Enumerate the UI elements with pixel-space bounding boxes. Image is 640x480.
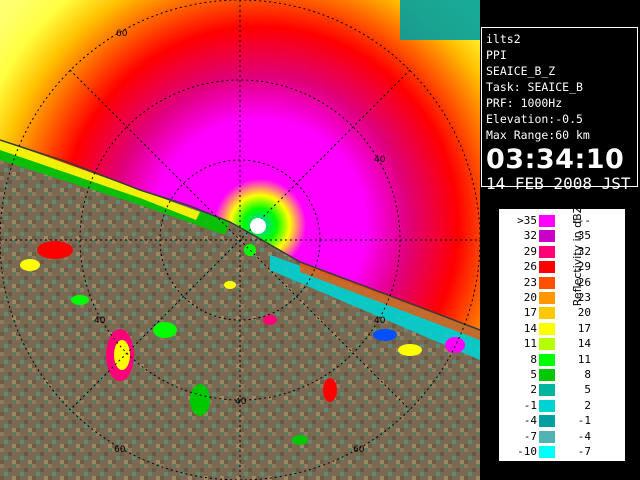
weak-echo-corner	[400, 0, 480, 40]
legend-low-value: 5	[530, 368, 537, 381]
legend-low-value: -7	[523, 429, 537, 443]
legend-high-value: 26	[577, 275, 591, 289]
legend-swatch	[539, 446, 555, 458]
legend-low-value: -10	[517, 445, 537, 458]
legend-row: 8 11	[499, 353, 625, 367]
legend-high-value: 11	[577, 352, 591, 366]
legend-low-value: 26	[523, 260, 537, 274]
legend-high-value: 8	[584, 368, 591, 381]
info-panel: ilts2 PPI SEAICE_B_Z Task: SEAICE_B PRF:…	[481, 27, 638, 193]
range-label: 60	[353, 445, 365, 455]
info-prf: PRF: 1000Hz	[486, 96, 563, 110]
legend-row: 29 32	[499, 245, 625, 259]
legend-high-value: ---	[571, 214, 591, 227]
legend-high-value: 35	[577, 229, 591, 243]
legend-low-value: 20	[523, 291, 537, 304]
legend-swatch	[539, 415, 555, 428]
legend-low-value: 23	[523, 275, 537, 289]
legend-swatch	[539, 230, 555, 243]
legend-row: -1 2	[499, 399, 625, 413]
legend-row: 17 20	[499, 306, 625, 320]
legend-low-value: 14	[523, 321, 537, 335]
legend-high-value: -7	[577, 445, 591, 458]
radar-site	[250, 218, 266, 234]
legend-high-value: -1	[577, 414, 591, 428]
legend-low-value: 29	[523, 244, 537, 258]
info-field: SEAICE_B_Z	[486, 64, 556, 78]
info-elevation: Elevation:-0.5	[486, 112, 583, 126]
legend-swatch	[539, 245, 555, 258]
scan-date: 14 FEB 2008 JST	[486, 174, 631, 193]
legend-swatch	[539, 384, 555, 397]
legend-swatch	[539, 399, 555, 412]
legend-low-value: 8	[530, 352, 537, 366]
legend-row: 14 17	[499, 322, 625, 336]
legend-low-value: -4	[523, 414, 537, 428]
legend-row: -10 -7	[499, 445, 625, 459]
scan-time: 03:34:10	[486, 144, 625, 175]
legend-row: 20 23	[499, 291, 625, 305]
info-max-range: Max Range:60 km	[486, 128, 590, 142]
legend-high-value: -4	[577, 429, 591, 443]
legend-swatch	[539, 261, 555, 274]
legend-swatch	[539, 307, 555, 320]
legend-high-value: 17	[577, 321, 591, 335]
legend-row: >35 ---	[499, 214, 625, 228]
legend-swatch	[539, 276, 555, 289]
legend-title: Reflectivity in dBZ	[571, 205, 584, 307]
legend-low-value: -1	[523, 398, 537, 412]
color-legend: >35 --- 32 35 29 32 26 29 23 26 20 23 17 20 14 17 11 14 8 1…	[498, 206, 626, 462]
legend-high-value: 32	[577, 244, 591, 258]
range-label: 40	[94, 316, 106, 326]
legend-swatch	[539, 215, 555, 227]
legend-high-value: 29	[577, 260, 591, 274]
legend-row: -7 -4	[499, 430, 625, 444]
legend-row: 23 26	[499, 276, 625, 290]
legend-row: 32 35	[499, 229, 625, 243]
legend-swatch	[539, 430, 555, 443]
coastal-echo-band	[0, 140, 480, 360]
legend-high-value: 14	[577, 337, 591, 351]
legend-row: -4 -1	[499, 414, 625, 428]
legend-low-value: 2	[530, 383, 537, 397]
legend-swatch	[539, 338, 555, 351]
range-label: 60	[116, 29, 128, 39]
info-site: ilts2	[486, 32, 521, 46]
range-label: 40	[374, 316, 386, 326]
legend-swatch	[539, 353, 555, 366]
legend-low-value: 17	[523, 306, 537, 320]
land-echo-cells	[20, 241, 465, 445]
legend-swatch	[539, 322, 555, 335]
legend-row: 26 29	[499, 260, 625, 274]
legend-high-value: 20	[577, 306, 591, 320]
legend-row: 11 14	[499, 337, 625, 351]
info-task: Task: SEAICE_B	[486, 80, 583, 94]
range-ring-labels: 60 40 40 40 40 60 60	[94, 29, 386, 455]
legend-high-value: 5	[584, 383, 591, 397]
legend-high-value: 2	[584, 398, 591, 412]
legend-swatch	[539, 292, 555, 304]
legend-low-value: 11	[523, 337, 537, 351]
info-product: PPI	[486, 48, 507, 62]
legend-low-value: >35	[517, 214, 537, 227]
legend-low-value: 32	[523, 229, 537, 243]
coastline	[0, 139, 481, 331]
range-label: 60	[114, 445, 126, 455]
legend-high-value: 23	[577, 291, 591, 304]
range-label: 40	[374, 155, 386, 165]
range-label: 40	[235, 397, 247, 407]
legend-swatch	[539, 369, 555, 381]
